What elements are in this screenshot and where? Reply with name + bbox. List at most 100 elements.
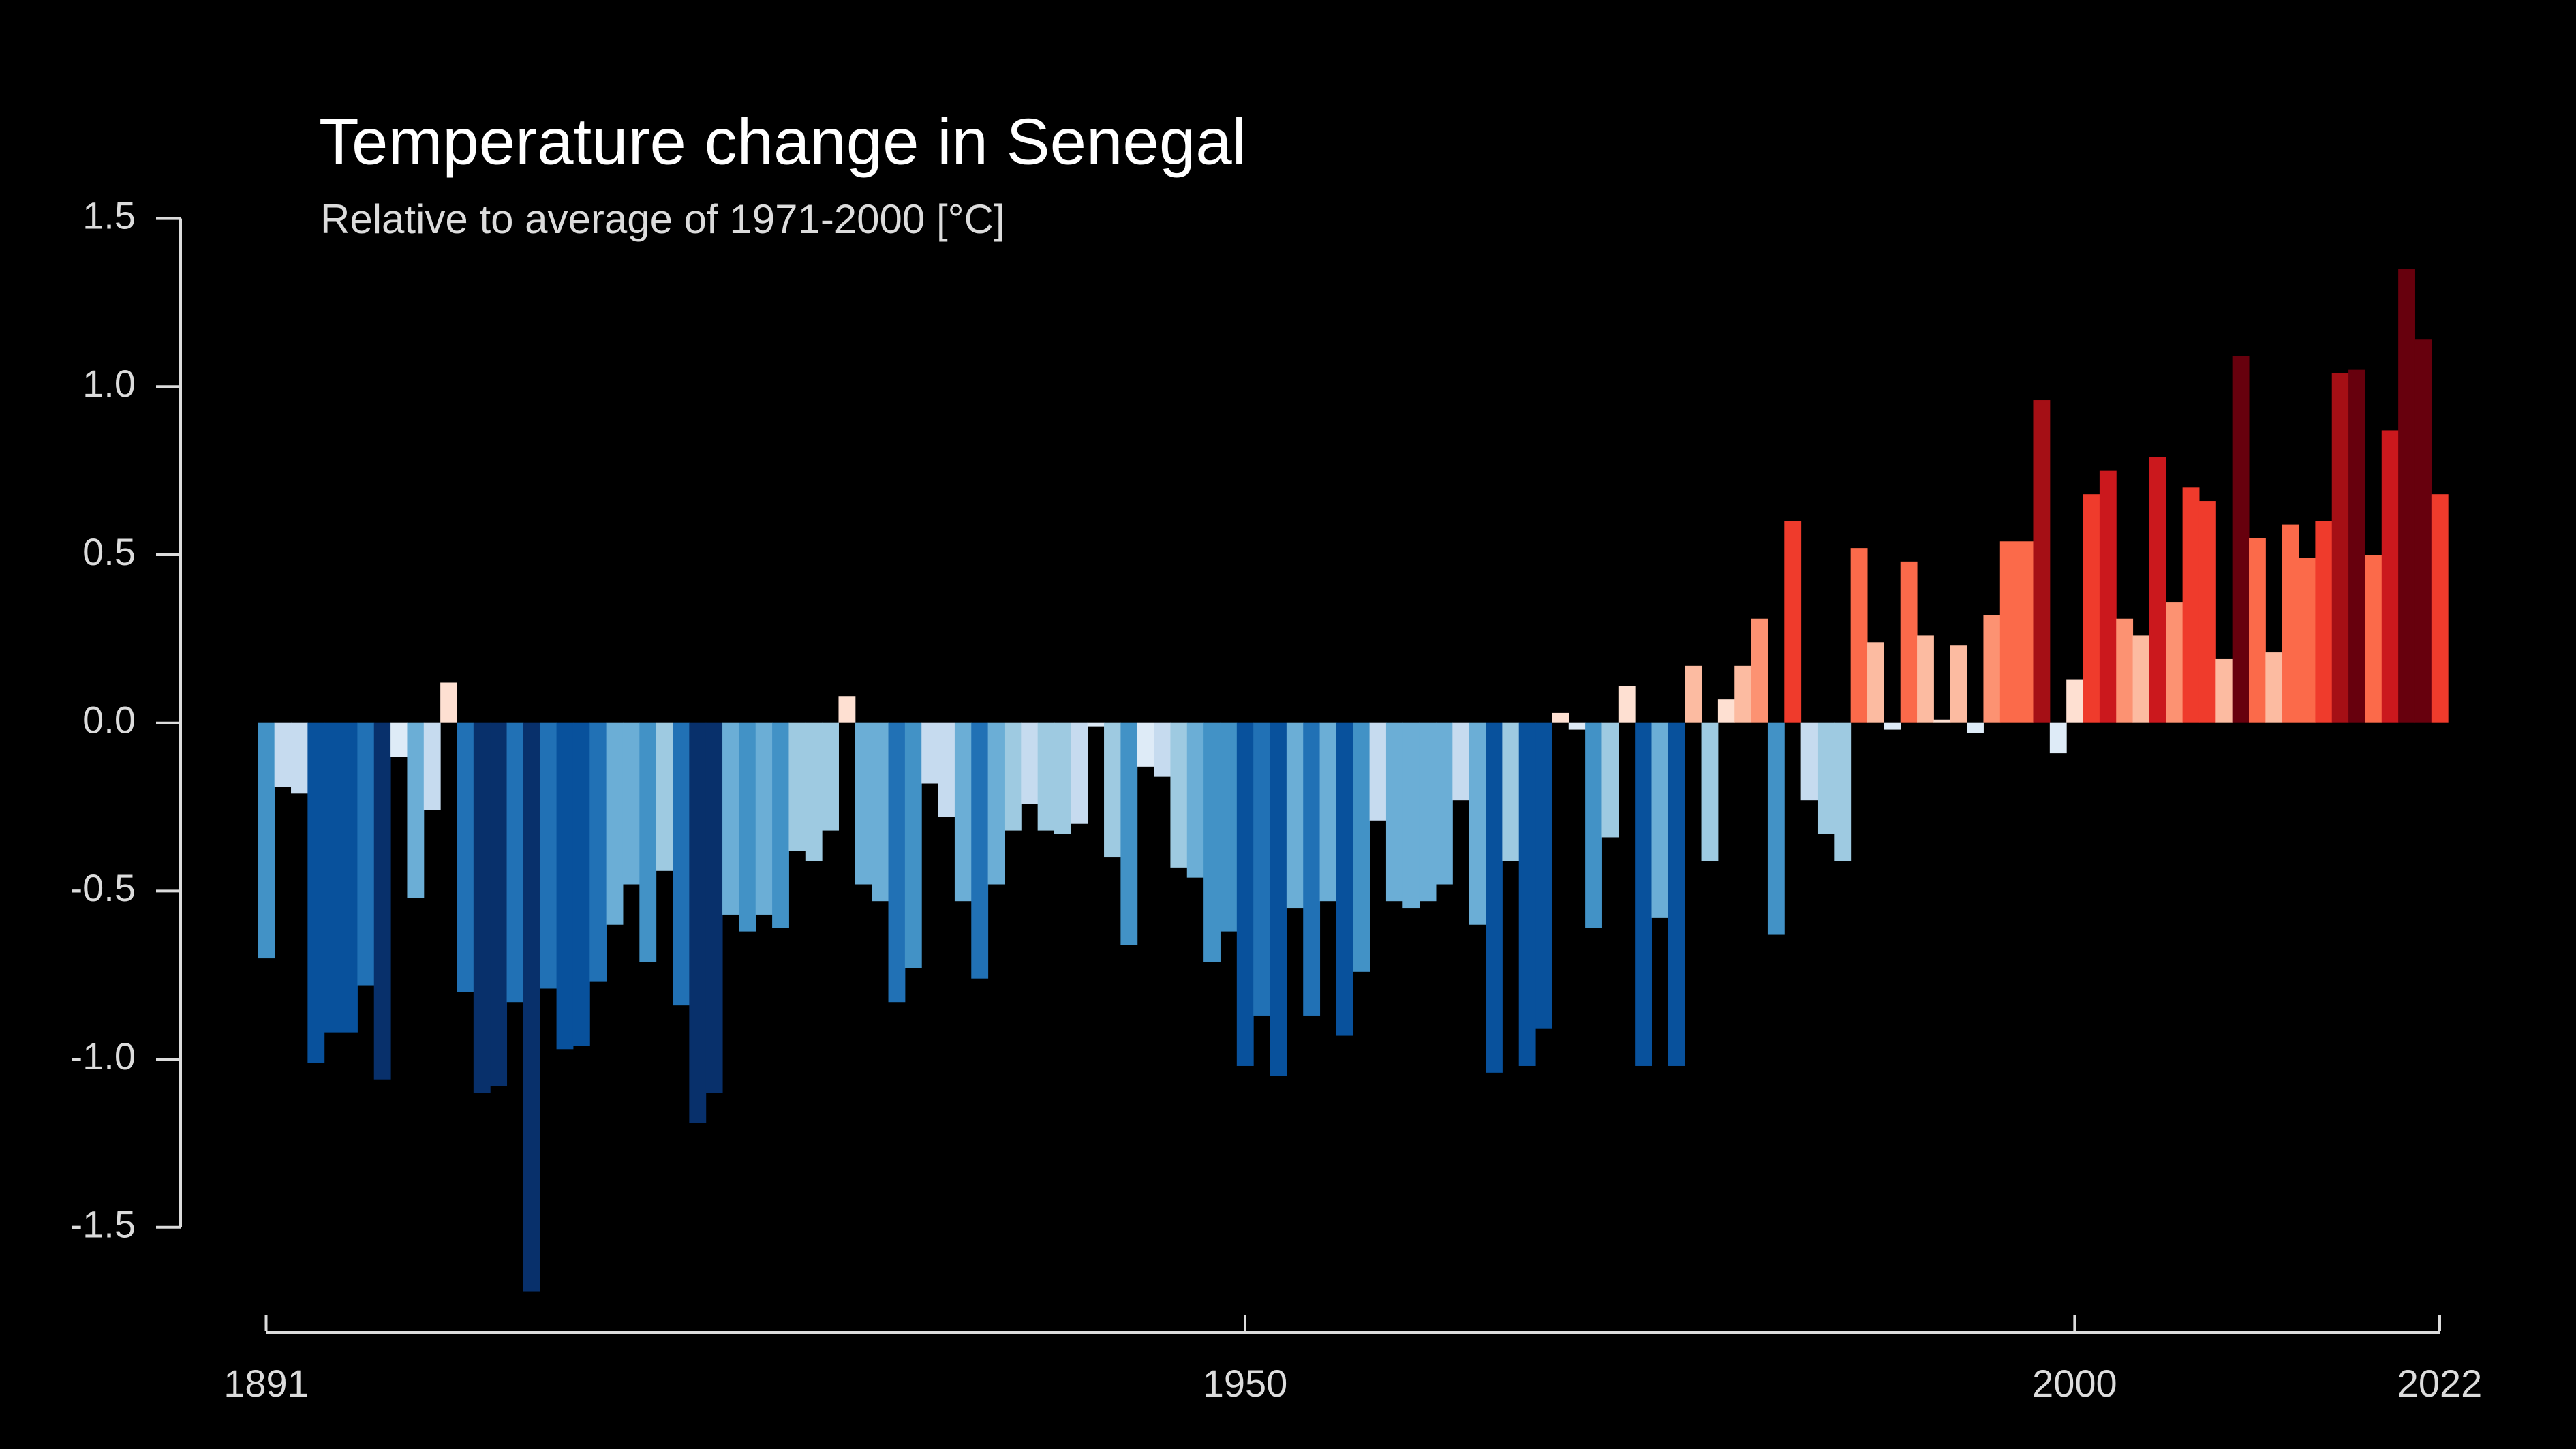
y-tick-label: 1.0: [82, 362, 136, 405]
bar: [473, 722, 491, 1093]
bar: [1071, 722, 1088, 824]
bar: [357, 722, 375, 986]
bar: [673, 722, 690, 1006]
bar: [1983, 615, 2001, 723]
bar: [1568, 722, 1586, 730]
bar: [971, 722, 989, 979]
bar: [1784, 521, 1802, 723]
bar: [1054, 722, 1071, 834]
bar: [739, 722, 756, 932]
bar: [1186, 722, 1204, 878]
bar: [1303, 722, 1321, 1016]
bar: [1452, 722, 1470, 801]
bar: [2265, 652, 2283, 723]
bar: [2398, 269, 2415, 723]
bar: [2066, 679, 2084, 723]
bar: [2414, 339, 2432, 723]
bar: [606, 722, 624, 925]
bar: [855, 722, 872, 885]
chart-title: Temperature change in Senegal: [319, 105, 1246, 178]
bar: [1486, 722, 1503, 1073]
bar: [1717, 699, 1735, 723]
bar: [2099, 470, 2117, 723]
bar: [1270, 722, 1287, 1076]
bar: [1917, 635, 1934, 723]
bar: [822, 722, 839, 831]
bar: [2116, 618, 2134, 723]
bar: [2198, 501, 2216, 723]
bar: [1884, 722, 1901, 730]
bar: [1701, 722, 1719, 861]
y-tick-label: -1.0: [70, 1035, 136, 1078]
bar: [689, 722, 707, 1123]
bar: [1552, 712, 1569, 723]
bar: [2249, 538, 2266, 723]
bar: [1236, 722, 1254, 1066]
bar: [1800, 722, 1818, 801]
bar: [1336, 722, 1353, 1036]
bar: [2182, 487, 2200, 723]
bar: [407, 722, 425, 898]
bar: [1933, 719, 1951, 723]
bar: [1319, 722, 1337, 902]
bar: [258, 722, 275, 959]
bar: [2017, 541, 2034, 723]
bar: [2315, 521, 2333, 723]
bar: [2381, 430, 2399, 723]
x-tick-label: 1891: [224, 1362, 309, 1405]
bar: [1999, 541, 2017, 723]
y-tick-label: 0.0: [82, 698, 136, 741]
bar: [1419, 722, 1437, 902]
bar: [1203, 722, 1221, 962]
bar: [2149, 457, 2166, 723]
bar: [1021, 722, 1039, 804]
bar: [2232, 356, 2250, 723]
y-tick-label: 1.5: [82, 194, 136, 237]
bar: [1834, 722, 1852, 861]
bar: [2282, 524, 2299, 723]
bar: [423, 722, 441, 810]
bar: [2033, 400, 2051, 723]
bar: [1402, 722, 1420, 909]
bar: [1385, 722, 1403, 902]
y-tick-label: -0.5: [70, 866, 136, 909]
bar: [1601, 722, 1619, 838]
bar: [872, 722, 889, 902]
bar: [954, 722, 972, 902]
bar: [1120, 722, 1138, 945]
bar: [1087, 722, 1105, 727]
bar: [307, 722, 325, 1063]
bar: [440, 682, 457, 723]
bar: [274, 722, 292, 787]
bar: [705, 722, 723, 1093]
bar: [1535, 722, 1552, 1029]
bar: [2331, 373, 2349, 723]
bar: [1286, 722, 1304, 909]
bar: [1585, 722, 1602, 928]
bar: [1220, 722, 1238, 932]
x-tick-label: 1950: [1203, 1362, 1288, 1405]
bar: [1469, 722, 1486, 925]
bar: [1353, 722, 1370, 972]
bar: [390, 722, 408, 757]
bar: [904, 722, 922, 968]
bar: [1004, 722, 1022, 831]
bar: [341, 722, 358, 1033]
bar: [1369, 722, 1387, 821]
bar: [589, 722, 607, 982]
bar: [1817, 722, 1835, 834]
bar: [2365, 555, 2382, 723]
bar: [1867, 642, 1884, 723]
chart-subtitle: Relative to average of 1971-2000 [°C]: [320, 196, 1005, 242]
bar: [1170, 722, 1188, 868]
bar: [1967, 722, 1984, 733]
bar: [722, 722, 739, 915]
bar: [921, 722, 939, 784]
bar: [1037, 722, 1055, 831]
bar: [1668, 722, 1685, 1066]
bar: [1253, 722, 1271, 1016]
bar: [2049, 722, 2067, 754]
bar: [1767, 722, 1785, 935]
bar: [2348, 369, 2365, 723]
bar: [1651, 722, 1669, 918]
